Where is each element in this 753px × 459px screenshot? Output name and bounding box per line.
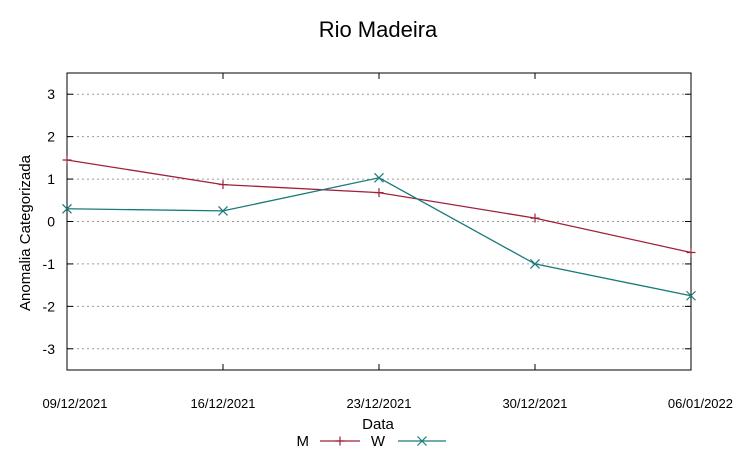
series-m	[62, 155, 696, 257]
cross-marker	[686, 290, 696, 301]
series-group	[62, 155, 696, 301]
x-axis-label: Data	[362, 416, 394, 433]
y-tick-label: 3	[47, 86, 55, 102]
cross-marker	[530, 259, 540, 269]
plus-marker	[530, 213, 540, 223]
legend-label: W	[371, 433, 386, 450]
chart-title: Rio Madeira	[319, 17, 438, 42]
y-tick-label: 1	[47, 171, 55, 187]
cross-marker	[218, 205, 228, 216]
series-w	[62, 172, 696, 301]
y-axis-label: Anomalia Categorizada	[17, 154, 34, 311]
x-ticks: 09/12/2021 16/12/2021 23/12/2021 30/12/2021…	[42, 73, 733, 411]
x-tick-label: 30/12/2021	[502, 396, 567, 411]
plus-marker	[335, 436, 345, 446]
plus-marker	[686, 247, 696, 257]
y-tick-label: -2	[43, 298, 56, 314]
x-tick-label: 23/12/2021	[346, 396, 411, 411]
series-line	[66, 159, 692, 254]
plus-marker	[374, 188, 384, 198]
plus-marker	[218, 180, 228, 190]
cross-marker	[417, 436, 427, 446]
y-ticks: 3 2 1 0 -1 -2 -3	[43, 86, 691, 357]
y-tick-label: 2	[47, 129, 55, 145]
y-tick-label: 0	[47, 214, 55, 230]
x-tick-label: 16/12/2021	[190, 396, 255, 411]
grid	[67, 93, 691, 350]
y-tick-label: -3	[43, 341, 56, 357]
cross-marker	[62, 203, 72, 214]
y-tick-label: -1	[43, 256, 56, 272]
legend-label: M	[297, 433, 310, 450]
plus-marker	[62, 155, 72, 165]
x-tick-label: 09/12/2021	[42, 396, 107, 411]
cross-marker	[374, 172, 384, 183]
x-tick-label: 06/01/2022	[668, 396, 733, 411]
